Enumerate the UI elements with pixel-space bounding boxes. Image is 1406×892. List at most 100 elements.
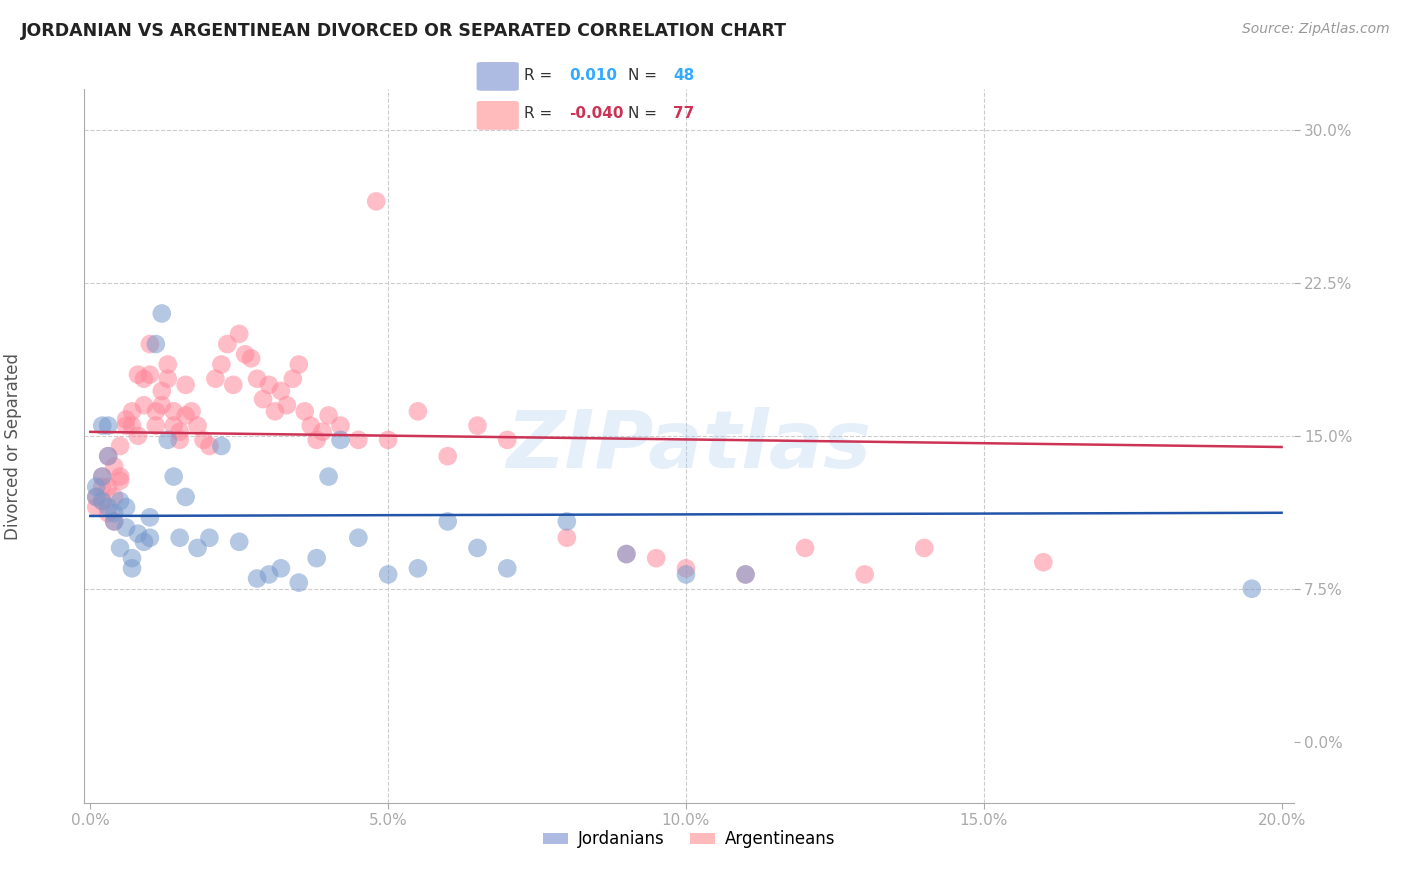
- Text: ZIPatlas: ZIPatlas: [506, 407, 872, 485]
- Point: [174, 377, 197, 392]
- Point: [198, 531, 221, 545]
- Point: [103, 459, 125, 474]
- Point: [616, 547, 638, 561]
- Point: [377, 433, 399, 447]
- Point: [366, 194, 388, 209]
- Point: [108, 474, 131, 488]
- Text: Source: ZipAtlas.com: Source: ZipAtlas.com: [1241, 22, 1389, 37]
- Point: [84, 500, 107, 515]
- Point: [115, 520, 138, 534]
- Point: [132, 398, 155, 412]
- Point: [115, 418, 138, 433]
- Point: [84, 490, 107, 504]
- Point: [377, 567, 399, 582]
- Point: [145, 337, 167, 351]
- Point: [217, 337, 239, 351]
- Point: [318, 409, 340, 423]
- Point: [121, 404, 143, 418]
- Text: R =: R =: [524, 69, 558, 84]
- Point: [174, 409, 197, 423]
- Point: [257, 377, 280, 392]
- Point: [616, 547, 638, 561]
- Point: [139, 337, 162, 351]
- Point: [555, 515, 578, 529]
- Point: [103, 506, 125, 520]
- Point: [84, 480, 107, 494]
- Point: [496, 561, 519, 575]
- Point: [1240, 582, 1263, 596]
- Point: [209, 439, 232, 453]
- Point: [156, 358, 179, 372]
- Text: 77: 77: [673, 106, 695, 120]
- Point: [91, 418, 114, 433]
- Point: [675, 567, 697, 582]
- Text: 48: 48: [673, 69, 695, 84]
- Point: [329, 433, 352, 447]
- Point: [91, 469, 114, 483]
- Point: [108, 494, 131, 508]
- Point: [121, 561, 143, 575]
- Point: [139, 368, 162, 382]
- Point: [121, 418, 143, 433]
- Point: [193, 433, 215, 447]
- Point: [436, 515, 458, 529]
- Point: [150, 306, 173, 320]
- Point: [103, 515, 125, 529]
- Point: [246, 372, 269, 386]
- Point: [257, 567, 280, 582]
- Point: [127, 368, 149, 382]
- Point: [132, 372, 155, 386]
- Point: [150, 398, 173, 412]
- Point: [645, 551, 668, 566]
- Point: [853, 567, 876, 582]
- Point: [912, 541, 935, 555]
- Y-axis label: Divorced or Separated: Divorced or Separated: [4, 352, 22, 540]
- Point: [97, 506, 120, 520]
- Point: [115, 412, 138, 426]
- Point: [436, 449, 458, 463]
- Point: [294, 404, 316, 418]
- Point: [347, 531, 370, 545]
- Point: [127, 429, 149, 443]
- Point: [198, 439, 221, 453]
- Point: [204, 372, 226, 386]
- Point: [186, 541, 208, 555]
- Point: [91, 469, 114, 483]
- Point: [347, 433, 370, 447]
- Point: [97, 449, 120, 463]
- Point: [150, 384, 173, 398]
- Point: [209, 358, 232, 372]
- Point: [84, 490, 107, 504]
- Point: [222, 377, 245, 392]
- Point: [186, 418, 208, 433]
- Point: [246, 572, 269, 586]
- Point: [169, 425, 191, 439]
- Point: [406, 404, 429, 418]
- Text: N =: N =: [628, 69, 662, 84]
- Text: 0.010: 0.010: [569, 69, 617, 84]
- Point: [467, 418, 489, 433]
- Point: [270, 384, 292, 398]
- Point: [329, 418, 352, 433]
- Text: JORDANIAN VS ARGENTINEAN DIVORCED OR SEPARATED CORRELATION CHART: JORDANIAN VS ARGENTINEAN DIVORCED OR SEP…: [21, 22, 787, 40]
- Point: [276, 398, 298, 412]
- Point: [91, 494, 114, 508]
- Point: [103, 490, 125, 504]
- Point: [496, 433, 519, 447]
- Point: [91, 480, 114, 494]
- Point: [174, 490, 197, 504]
- Text: N =: N =: [628, 106, 662, 120]
- Point: [305, 433, 328, 447]
- Point: [132, 534, 155, 549]
- Point: [97, 480, 120, 494]
- Point: [108, 439, 131, 453]
- Point: [794, 541, 817, 555]
- Point: [406, 561, 429, 575]
- Point: [734, 567, 756, 582]
- Text: -0.040: -0.040: [569, 106, 624, 120]
- Point: [252, 392, 274, 406]
- Point: [163, 418, 186, 433]
- Point: [228, 326, 250, 341]
- Point: [97, 500, 120, 515]
- Point: [288, 358, 311, 372]
